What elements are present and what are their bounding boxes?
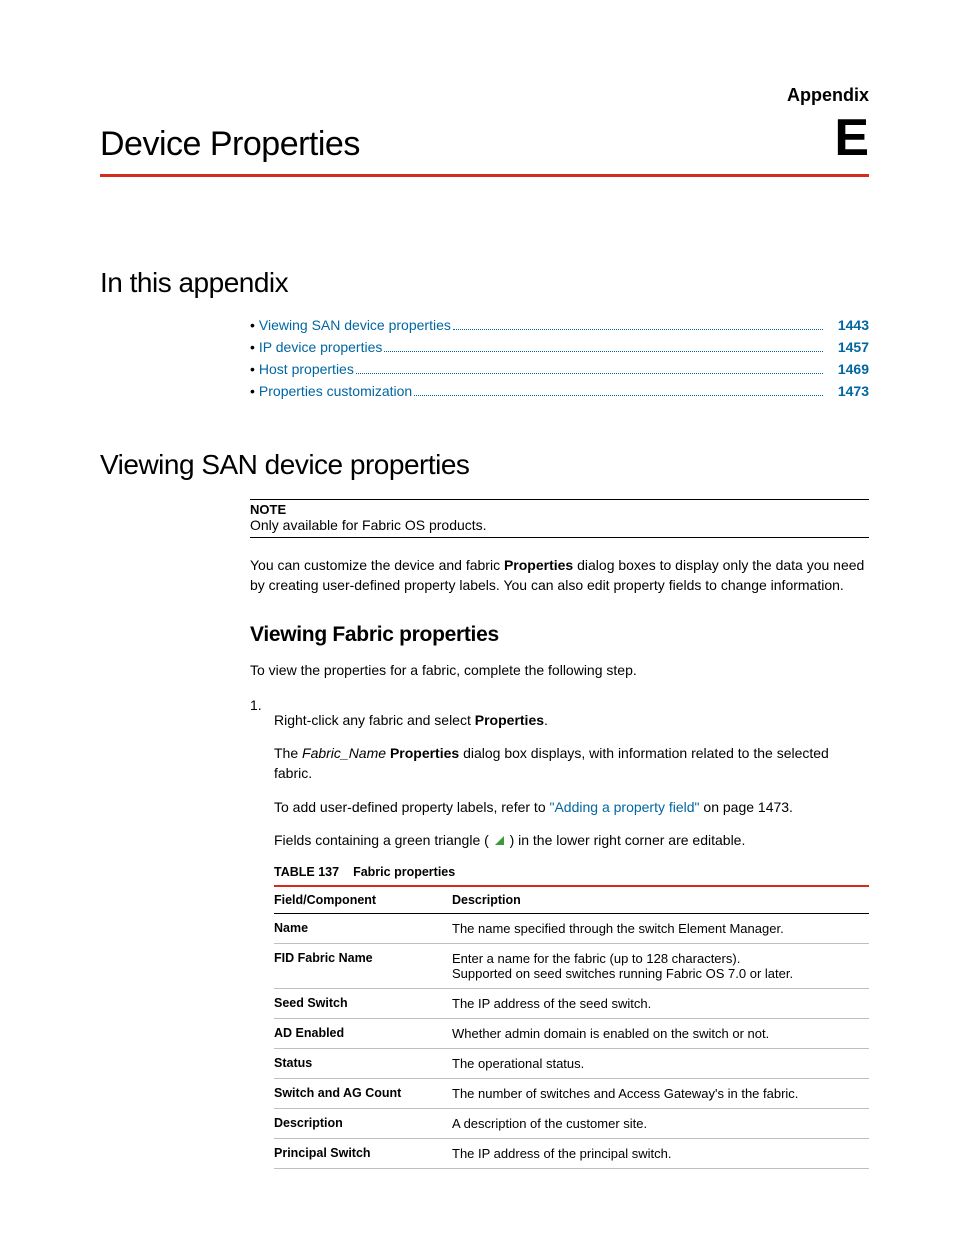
step-body: Right-click any fabric and select Proper… bbox=[274, 697, 869, 1169]
step-line-1: Right-click any fabric and select Proper… bbox=[274, 711, 869, 731]
toc-label: IP device properties bbox=[259, 339, 382, 355]
cell-desc: The name specified through the switch El… bbox=[452, 913, 869, 943]
th-field: Field/Component bbox=[274, 886, 452, 914]
section-heading-in-appendix: In this appendix bbox=[100, 267, 869, 299]
bullet-icon: • bbox=[250, 339, 255, 355]
editable-triangle-icon bbox=[495, 836, 504, 845]
cell-field: FID Fabric Name bbox=[274, 943, 452, 988]
appendix-letter: E bbox=[834, 112, 869, 164]
cell-field: Switch and AG Count bbox=[274, 1078, 452, 1108]
table-row: Seed Switch The IP address of the seed s… bbox=[274, 988, 869, 1018]
text: ) in the lower right corner are editable… bbox=[506, 832, 746, 848]
table-row: Name The name specified through the swit… bbox=[274, 913, 869, 943]
step-1: 1. Right-click any fabric and select Pro… bbox=[250, 697, 869, 1169]
text: Right-click any fabric and select bbox=[274, 712, 475, 728]
cell-field: Status bbox=[274, 1048, 452, 1078]
cell-desc: The number of switches and Access Gatewa… bbox=[452, 1078, 869, 1108]
cell-desc: Enter a name for the fabric (up to 128 c… bbox=[452, 943, 869, 988]
toc-page: 1469 bbox=[827, 361, 869, 377]
text: Fields containing a green triangle ( bbox=[274, 832, 493, 848]
toc-item[interactable]: • Viewing SAN device properties 1443 bbox=[250, 317, 869, 333]
toc-label: Host properties bbox=[259, 361, 354, 377]
table-title: Fabric properties bbox=[353, 865, 455, 879]
bullet-icon: • bbox=[250, 361, 255, 377]
note-rule-bottom bbox=[250, 537, 869, 538]
bullet-icon: • bbox=[250, 383, 255, 399]
note-rule-top bbox=[250, 499, 869, 500]
table-row: Status The operational status. bbox=[274, 1048, 869, 1078]
toc-leader bbox=[356, 372, 823, 374]
toc-page: 1457 bbox=[827, 339, 869, 355]
body-block: NOTE Only available for Fabric OS produc… bbox=[250, 499, 869, 1169]
toc-leader bbox=[453, 328, 823, 330]
section-heading-viewing-san: Viewing SAN device properties bbox=[100, 449, 869, 481]
page-title: Device Properties bbox=[100, 125, 360, 164]
sub-intro: To view the properties for a fabric, com… bbox=[250, 661, 869, 681]
text: To add user-defined property labels, ref… bbox=[274, 799, 550, 815]
toc-label: Viewing SAN device properties bbox=[259, 317, 451, 333]
text-bold: Properties bbox=[475, 712, 544, 728]
table-row: AD Enabled Whether admin domain is enabl… bbox=[274, 1018, 869, 1048]
toc-label: Properties customization bbox=[259, 383, 412, 399]
step-line-4: Fields containing a green triangle ( ) i… bbox=[274, 831, 869, 851]
note-text: Only available for Fabric OS products. bbox=[250, 517, 869, 533]
text: . bbox=[544, 712, 548, 728]
cell-desc: Whether admin domain is enabled on the s… bbox=[452, 1018, 869, 1048]
toc-page: 1473 bbox=[827, 383, 869, 399]
subsection-heading: Viewing Fabric properties bbox=[250, 623, 869, 647]
toc-page: 1443 bbox=[827, 317, 869, 333]
cell-field: AD Enabled bbox=[274, 1018, 452, 1048]
cell-desc: A description of the customer site. bbox=[452, 1108, 869, 1138]
toc-item[interactable]: • Properties customization 1473 bbox=[250, 383, 869, 399]
step-number: 1. bbox=[250, 697, 274, 1169]
table-row: Description A description of the custome… bbox=[274, 1108, 869, 1138]
text: You can customize the device and fabric bbox=[250, 557, 504, 573]
text-bold: Properties bbox=[390, 745, 459, 761]
fabric-properties-table: Field/Component Description Name The nam… bbox=[274, 885, 869, 1169]
note-label: NOTE bbox=[250, 502, 869, 517]
table-row: FID Fabric Name Enter a name for the fab… bbox=[274, 943, 869, 988]
bullet-icon: • bbox=[250, 317, 255, 333]
table-caption: TABLE 137 Fabric properties bbox=[274, 865, 869, 879]
text: The bbox=[274, 745, 302, 761]
cell-field: Seed Switch bbox=[274, 988, 452, 1018]
toc-leader bbox=[414, 394, 823, 396]
text-bold: Properties bbox=[504, 557, 573, 573]
th-description: Description bbox=[452, 886, 869, 914]
table-row: Principal Switch The IP address of the p… bbox=[274, 1138, 869, 1168]
table-row: Switch and AG Count The number of switch… bbox=[274, 1078, 869, 1108]
text: on page 1473. bbox=[700, 799, 793, 815]
table-header-row: Field/Component Description bbox=[274, 886, 869, 914]
step-line-2: The Fabric_Name Properties dialog box di… bbox=[274, 744, 869, 783]
cell-field: Description bbox=[274, 1108, 452, 1138]
cell-desc: The IP address of the principal switch. bbox=[452, 1138, 869, 1168]
step-line-3: To add user-defined property labels, ref… bbox=[274, 798, 869, 818]
intro-paragraph: You can customize the device and fabric … bbox=[250, 556, 869, 595]
text-italic: Fabric_Name bbox=[302, 745, 386, 761]
toc-item[interactable]: • IP device properties 1457 bbox=[250, 339, 869, 355]
cell-desc: The operational status. bbox=[452, 1048, 869, 1078]
appendix-label: Appendix bbox=[100, 85, 869, 106]
toc-item[interactable]: • Host properties 1469 bbox=[250, 361, 869, 377]
cell-field: Principal Switch bbox=[274, 1138, 452, 1168]
title-row: Device Properties E bbox=[100, 112, 869, 177]
toc-list: • Viewing SAN device properties 1443 • I… bbox=[250, 317, 869, 399]
cell-desc: The IP address of the seed switch. bbox=[452, 988, 869, 1018]
cross-ref-link[interactable]: "Adding a property field" bbox=[550, 799, 700, 815]
cell-field: Name bbox=[274, 913, 452, 943]
table-number: TABLE 137 bbox=[274, 865, 339, 879]
page: Appendix Device Properties E In this app… bbox=[0, 0, 954, 1239]
toc-leader bbox=[384, 350, 823, 352]
